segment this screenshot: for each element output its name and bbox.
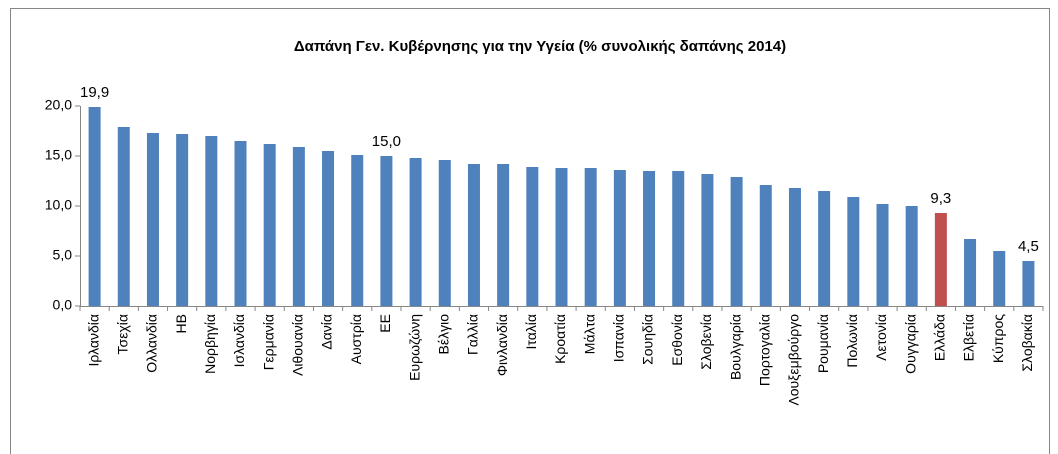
x-tick-label: Ευρωζώνη [406,314,422,381]
bar [263,144,276,306]
bar [234,141,247,306]
x-tick-label: Λουξεμβούργο [786,314,802,406]
x-tick-label: Λετονία [873,314,889,361]
x-tick-label: Γερμανία [260,314,276,370]
chart-title: Δαπάνη Γεν. Κυβέρνησης για την Υγεία (% … [294,38,786,55]
x-tick-label: Βουλγαρία [727,314,743,380]
bar [146,133,159,306]
x-tick-label: Κροατία [552,314,568,364]
y-tick-label: 0,0 [53,297,73,313]
bar [701,174,714,306]
x-tick-label: Πολωνία [844,314,860,368]
data-label: 19,9 [80,84,109,101]
x-tick-label: Τσεχία [114,314,130,354]
x-tick-label: Λιθουανία [290,314,306,376]
bar [876,204,889,306]
x-tick-label: Σλοβενία [698,314,714,370]
bar [584,168,597,306]
bar [467,164,480,306]
x-tick-label: Ελβετία [961,314,977,361]
x-tick-label: Ελλάδα [932,314,948,361]
bar [438,160,451,306]
x-tick-label: Εσθονία [669,314,685,366]
x-tick-label: Ολλανδία [144,314,160,373]
y-tick-label: 20,0 [45,97,72,113]
x-tick-label: Κύπρος [990,314,1006,363]
x-tick-label: Ουγγαρία [902,314,918,374]
y-tick-label: 10,0 [45,197,72,213]
y-tick-label: 5,0 [53,247,73,263]
x-tick-label: Ισλανδία [231,314,247,367]
bar [934,213,947,306]
bar [672,171,685,306]
bar [818,191,831,306]
bar [555,168,568,306]
x-tick-label: Πορτογαλία [756,314,772,386]
bar [497,164,510,306]
bar [1022,261,1035,306]
bar [292,147,305,306]
bar [322,151,335,306]
bar [380,156,393,306]
x-tick-label: Σουηδία [640,314,656,365]
bar [905,206,918,306]
x-tick-label: ΕΕ [377,314,393,333]
bar [759,185,772,306]
bar [117,127,130,306]
bar [613,170,626,306]
bar [176,134,189,306]
x-tick-label: Αυστρία [348,314,364,364]
x-tick-label: Μάλτα [581,314,597,354]
y-tick-label: 15,0 [45,147,72,163]
x-tick-label: Δανία [319,314,335,350]
bar [730,177,743,306]
x-tick-label: Νορβηγία [202,314,218,374]
bar [205,136,218,306]
data-label: 15,0 [372,133,401,150]
x-tick-label: Ιρλανδία [85,314,101,366]
x-tick-label: ΗΒ [173,314,189,333]
bar [409,158,422,306]
bar [847,197,860,306]
x-tick-label: Σλοβακία [1019,314,1035,372]
x-tick-label: Γαλλία [465,314,481,355]
x-tick-label: Ισπανία [611,314,627,362]
bar [993,251,1006,306]
bar [351,155,364,306]
x-tick-label: Φινλανδία [494,314,510,376]
data-label: 4,5 [1018,238,1039,255]
x-tick-label: Βέλγιο [435,314,451,355]
data-label: 9,3 [930,190,951,207]
bar [788,188,801,306]
bar [526,167,539,306]
bar [964,239,977,306]
x-tick-label: Ιταλία [523,314,539,350]
x-tick-label: Ρουμανία [815,314,831,373]
bar [643,171,656,306]
bar [88,107,101,306]
